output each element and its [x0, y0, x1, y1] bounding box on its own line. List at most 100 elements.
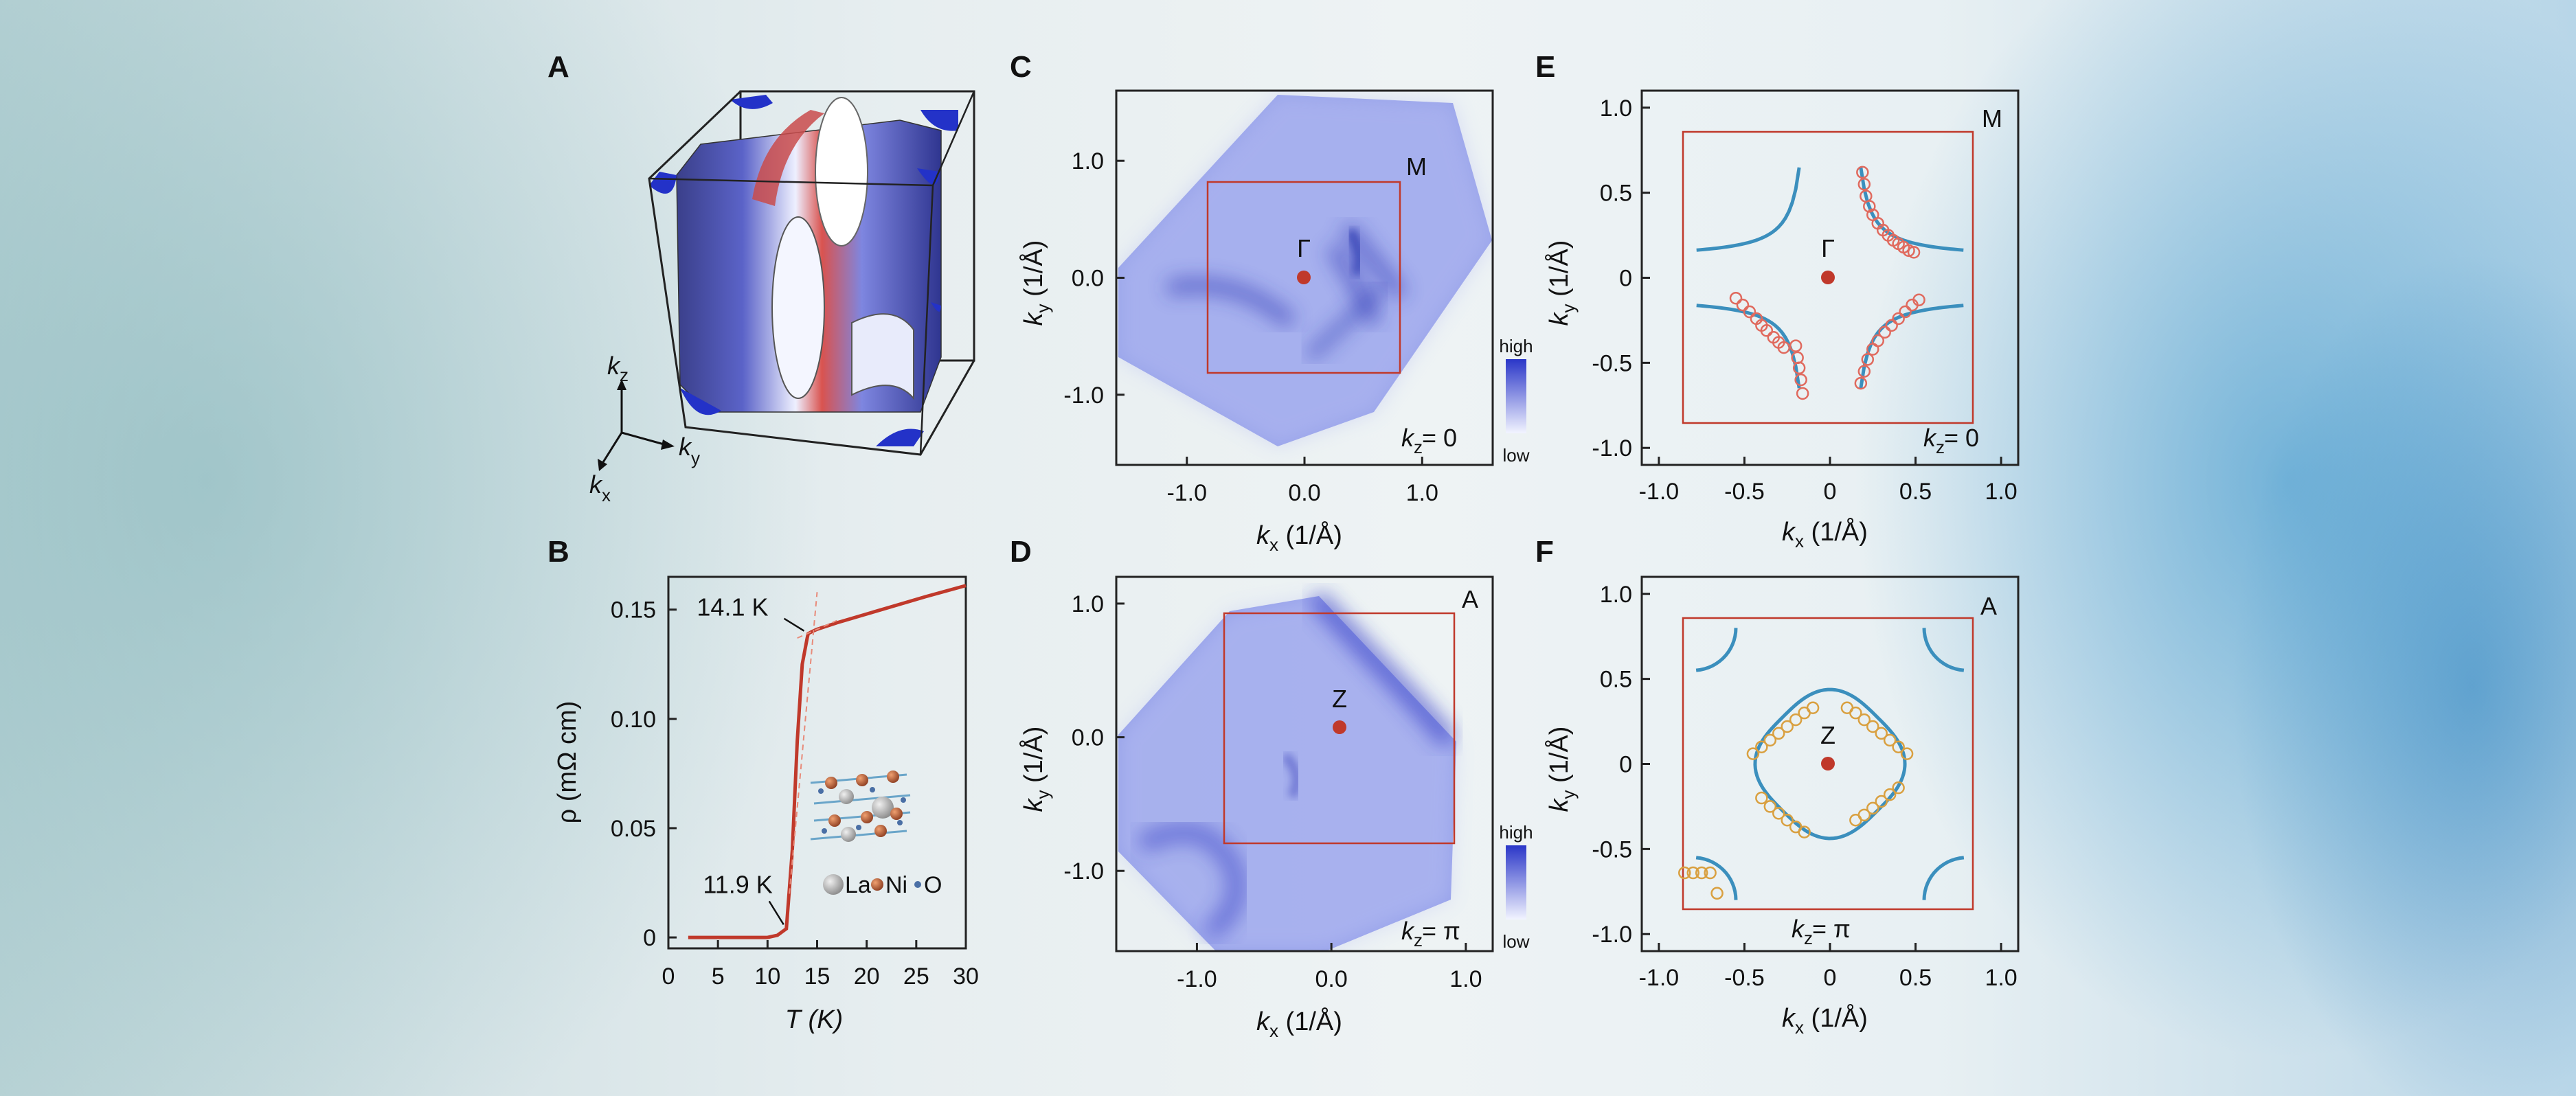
x-axis-label: kx (1/Å) [1256, 1006, 1342, 1041]
data-point [1772, 807, 1785, 820]
legend-la: La [845, 872, 871, 898]
y-tick-label: 1.0 [1600, 95, 1632, 122]
gamma-label-e: Γ [1821, 234, 1835, 262]
x-tick-label: -1.0 [1177, 966, 1217, 992]
data-point [1866, 801, 1879, 815]
panel-label-a: A [547, 50, 569, 84]
svg-text:k: k [1792, 915, 1805, 943]
y-axis-label: ky (1/Å) [1544, 727, 1579, 812]
fermi-surface-f: Z A k z = π -1.0 -0.5 0 0.5 1.0 1.0 0.5 0 -0.5 -1… [1544, 575, 2020, 1038]
z-label-f: Z [1820, 721, 1835, 749]
legend-o-marker [914, 881, 921, 888]
y-tick-label: 0.15 [611, 597, 656, 624]
data-point [1695, 866, 1708, 880]
m-label-c: M [1406, 152, 1427, 181]
y-tick-label: -1.0 [1592, 435, 1632, 461]
bz-boundary-f [1682, 617, 1974, 911]
data-point [1763, 733, 1777, 747]
colorbar-high-d: high [1499, 822, 1533, 843]
axis-kx-label: k [589, 470, 603, 499]
panel-label-b: B [547, 535, 569, 569]
resistivity-curve [688, 584, 967, 939]
bz-boundary-c [1206, 181, 1401, 374]
arpes-map-d: Z A k z = π high low -1.0 0.0 1.0 1.0 0.0 -1.… [1018, 575, 1533, 1041]
y-tick-label: -0.5 [1592, 836, 1632, 863]
y-tick-label: 1.0 [1600, 582, 1632, 608]
x-tick-label: -1.0 [1639, 479, 1680, 505]
y-tick-label: 1.0 [1072, 148, 1104, 174]
data-point [1678, 866, 1691, 880]
x-tick-label: 0.0 [1288, 480, 1320, 506]
x-tick-label: 1.0 [1449, 966, 1482, 992]
y-tick-label: 0 [1619, 266, 1632, 292]
data-point [1899, 305, 1912, 319]
x-tick-label: 0 [1824, 479, 1837, 505]
bz-boundary-d [1223, 612, 1456, 845]
fs-contour-e [1696, 167, 1964, 389]
crystal-structure-inset [810, 770, 911, 842]
data-point [1772, 727, 1785, 740]
x-tick-label: 0.5 [1899, 479, 1932, 505]
x-tick-label: 0.5 [1899, 965, 1932, 991]
axis-ky-sub: y [691, 448, 700, 468]
kz-label-d: k z = π [1401, 917, 1460, 950]
m-label-e: M [1982, 104, 2002, 133]
data-point [1798, 706, 1811, 720]
data-point [1902, 244, 1915, 258]
data-point [1875, 727, 1888, 740]
x-tick-label: 10 [754, 963, 780, 990]
x-tick-label: 20 [854, 963, 880, 990]
data-point [1789, 713, 1803, 727]
data-point [1883, 788, 1897, 801]
data-point [1885, 319, 1898, 332]
data-point [1907, 246, 1921, 259]
z-label-d: Z [1332, 685, 1347, 713]
data-point [1856, 165, 1869, 179]
legend-o: O [924, 872, 942, 898]
fermi-surface-e: Γ M k z = 0 -1.0 -0.5 0 0.5 1.0 1.0 0.5 0 -0.5 -1… [1544, 89, 2020, 551]
kz-label-e: k z = 0 [1923, 424, 1979, 457]
svg-text:= π: = π [1422, 917, 1460, 945]
colorbar-low-d: low [1502, 931, 1529, 952]
x-tick-label: 25 [903, 963, 929, 990]
colorbar-c [1506, 359, 1526, 433]
data-point [1760, 324, 1774, 337]
legend-ni: Ni [885, 872, 907, 898]
data-point [1854, 376, 1868, 390]
svg-text:k: k [1923, 424, 1937, 452]
data-point [1686, 866, 1699, 880]
x-axis-label: kx (1/Å) [1256, 520, 1342, 555]
data-point [1781, 720, 1794, 733]
z-point-f [1821, 757, 1835, 770]
y-tick-label: 1.0 [1072, 591, 1104, 617]
colorbar-low-c: low [1502, 445, 1529, 466]
data-point [1789, 820, 1803, 834]
chart-b-ylabel: ρ (mΩ cm) [553, 701, 582, 824]
y-axis-label: ky (1/Å) [1018, 727, 1053, 812]
panel-label-d: D [1010, 535, 1032, 569]
axis-kz-label: k [607, 352, 621, 380]
x-tick-label: 1.0 [1985, 479, 2017, 505]
data-point [1866, 343, 1879, 356]
fermi-surface-3d [648, 90, 975, 456]
data-point [1729, 291, 1743, 305]
data-point [1866, 720, 1879, 733]
y-tick-label: -1.0 [1063, 858, 1104, 884]
data-point [1746, 747, 1760, 760]
legend-la-marker [823, 874, 844, 895]
data-point [1906, 298, 1919, 312]
axis-kz-sub: z [620, 365, 629, 385]
y-axis-label: ky (1/Å) [1018, 240, 1053, 326]
axis-kx-sub: x [602, 485, 611, 505]
y-tick-label: -1.0 [1063, 383, 1104, 409]
panel-label-c: C [1010, 50, 1032, 84]
gamma-label-c: Γ [1297, 234, 1311, 262]
data-point [1755, 740, 1768, 753]
data-point [1883, 733, 1897, 747]
data-point [1892, 740, 1905, 753]
x-tick-label: -0.5 [1724, 965, 1765, 991]
data-point [1863, 200, 1876, 213]
x-tick-label: 0.0 [1315, 966, 1348, 992]
fs-corners-f [1695, 628, 1965, 900]
colorbar-d [1506, 845, 1526, 920]
